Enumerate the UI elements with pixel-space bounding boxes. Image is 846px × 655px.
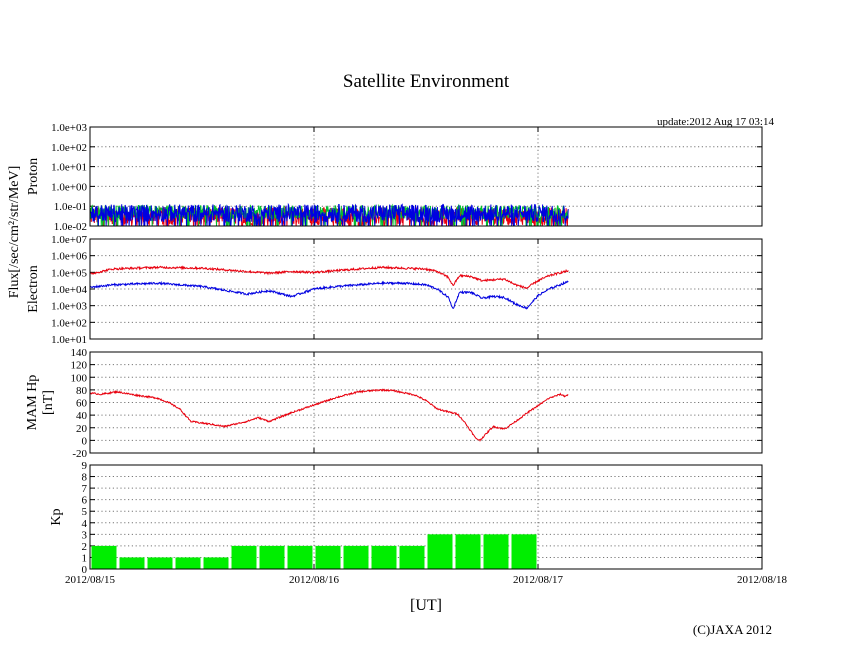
y-tick-label: 1.0e+04 — [51, 284, 87, 296]
kp-bar — [91, 545, 117, 569]
x-tick-label: 2012/08/15 — [65, 574, 116, 586]
panel-electron: 1.0e+01 1.0e+02 1.0e+03 1.0e+04 1.0e+05 1.0e+… — [26, 234, 763, 346]
panel-label-mam-hp: MAM Hp — [25, 375, 40, 431]
series-proton-blue — [89, 202, 569, 227]
y-tick-label: 4 — [82, 518, 88, 530]
kp-bar — [427, 534, 453, 569]
y-tick-label: 1.0e-02 — [54, 221, 87, 233]
kp-bar — [511, 534, 537, 569]
y-tick-label: 60 — [76, 398, 88, 410]
y-tick-label: 1.0e+07 — [51, 234, 87, 246]
update-timestamp: update:2012 Aug 17 03:14 — [657, 116, 775, 128]
x-tick-label: 2012/08/17 — [513, 574, 564, 586]
y-tick-label: 40 — [76, 410, 88, 422]
y-tick-label: 9 — [82, 460, 88, 472]
kp-bar — [315, 545, 341, 569]
y-tick-label: 3 — [82, 529, 88, 541]
y-tick-label: 8 — [82, 472, 88, 484]
y-tick-label: 0 — [82, 564, 88, 576]
kp-bar — [399, 545, 425, 569]
panel-proton: 1.0e-02 1.0e-01 1.0e+00 1.0e+01 1.0e+02 1.0e+… — [26, 122, 763, 233]
y-tick-label: 1.0e+00 — [51, 181, 87, 193]
chart-title: Satellite Environment — [343, 71, 510, 92]
kp-bar — [287, 545, 313, 569]
y-tick-label: 120 — [71, 360, 88, 372]
x-tick-label: 2012/08/18 — [737, 574, 788, 586]
y-tick-label: 20 — [76, 423, 88, 435]
panel-label-kp: Kp — [49, 508, 64, 525]
y-tick-label: 1.0e+02 — [51, 317, 87, 329]
y-tick-label: 80 — [76, 385, 88, 397]
kp-bar — [343, 545, 369, 569]
kp-bar — [175, 557, 201, 569]
x-axis-label: [UT] — [410, 597, 442, 614]
panel-label-electron: Electron — [26, 265, 41, 312]
y-tick-label: 1.0e+03 — [51, 122, 87, 134]
y-tick-label: 1.0e-01 — [54, 201, 87, 213]
kp-bar — [259, 545, 285, 569]
kp-bar — [119, 557, 145, 569]
y-tick-label: 1 — [82, 552, 88, 564]
series-electron-red — [89, 264, 569, 289]
series-electron-blue — [89, 280, 569, 310]
x-tick-label: 2012/08/16 — [289, 574, 340, 586]
panel-label-proton: Proton — [26, 158, 41, 195]
copyright-text: (C)JAXA 2012 — [693, 622, 772, 637]
panel-frame — [89, 351, 763, 454]
panels-group: 1.0e-021.0e-011.0e+001.0e+011.0e+021.0e+… — [25, 122, 788, 586]
y-tick-label: 1.0e+01 — [51, 334, 87, 346]
y-tick-label: 7 — [82, 483, 88, 495]
y-tick-label: 1.0e+03 — [51, 301, 87, 313]
panel-frame — [89, 126, 763, 227]
y-tick-label: -20 — [72, 448, 87, 460]
y-tick-label: 0 — [82, 435, 88, 447]
kp-bar — [483, 534, 509, 569]
panel-frame — [89, 238, 763, 340]
kp-bar — [203, 557, 229, 569]
kp-bar — [231, 545, 257, 569]
flux-axis-label: Flux[/sec/cm²/str/MeV] — [7, 166, 22, 299]
y-tick-label: 140 — [71, 347, 88, 359]
series-mam-hp — [89, 388, 569, 442]
y-tick-label: 1.0e+01 — [51, 162, 87, 174]
panel-frame — [89, 464, 763, 570]
y-tick-label: 2 — [82, 541, 88, 553]
y-tick-label: 6 — [82, 495, 88, 507]
y-tick-label: 1.0e+06 — [51, 251, 87, 263]
y-tick-label: 5 — [82, 506, 88, 518]
kp-bar — [371, 545, 397, 569]
y-tick-label: 100 — [71, 372, 88, 384]
y-tick-label: 1.0e+05 — [51, 267, 87, 279]
kp-bar — [147, 557, 173, 569]
kp-bar — [455, 534, 481, 569]
y-tick-label: 1.0e+02 — [51, 142, 87, 154]
panel-units-label: [nT] — [41, 390, 56, 415]
